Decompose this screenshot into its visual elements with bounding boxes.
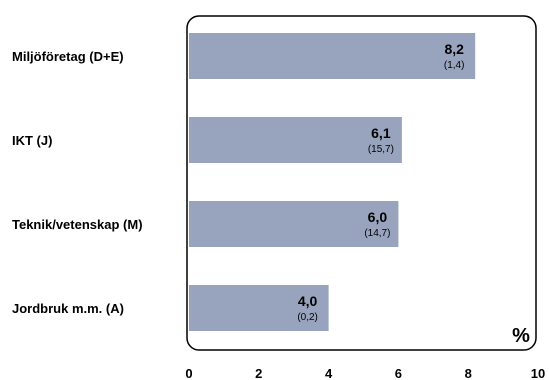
- value-label: 6,0: [368, 209, 388, 225]
- value-label: 6,1: [371, 125, 391, 141]
- category-label: Teknik/vetenskap (M): [12, 217, 143, 232]
- value-label: 8,2: [444, 41, 464, 57]
- x-tick-label: 4: [325, 366, 333, 380]
- secondary-value-label: (15,7): [368, 144, 394, 155]
- bar: [189, 33, 476, 79]
- x-tick-label: 8: [465, 366, 472, 380]
- x-tick-label: 6: [395, 366, 402, 380]
- secondary-value-label: (14,7): [364, 228, 390, 239]
- bars-group: 8,2 (1,4) 6,1 (15,7) 6,0 (14,7) 4,0 (0,2): [189, 33, 476, 331]
- bar: [189, 285, 329, 331]
- x-tick-label: 2: [255, 366, 262, 380]
- secondary-value-label: (0,2): [297, 312, 318, 323]
- x-tick-label: 0: [185, 366, 192, 380]
- bar: [189, 201, 399, 247]
- category-labels: Miljöföretag (D+E) IKT (J) Teknik/vetenska…: [12, 49, 143, 316]
- value-label: 4,0: [298, 293, 318, 309]
- x-tick-label: 10: [531, 366, 545, 380]
- x-axis-ticks: 0 2 4 6 8 10: [185, 366, 545, 380]
- category-label: Miljöföretag (D+E): [12, 49, 124, 64]
- secondary-value-label: (1,4): [444, 60, 465, 71]
- unit-label: %: [512, 325, 530, 347]
- category-label: IKT (J): [12, 133, 52, 148]
- category-label: Jordbruk m.m. (A): [12, 301, 124, 316]
- plot-frame: [186, 15, 537, 351]
- bar: [189, 117, 402, 163]
